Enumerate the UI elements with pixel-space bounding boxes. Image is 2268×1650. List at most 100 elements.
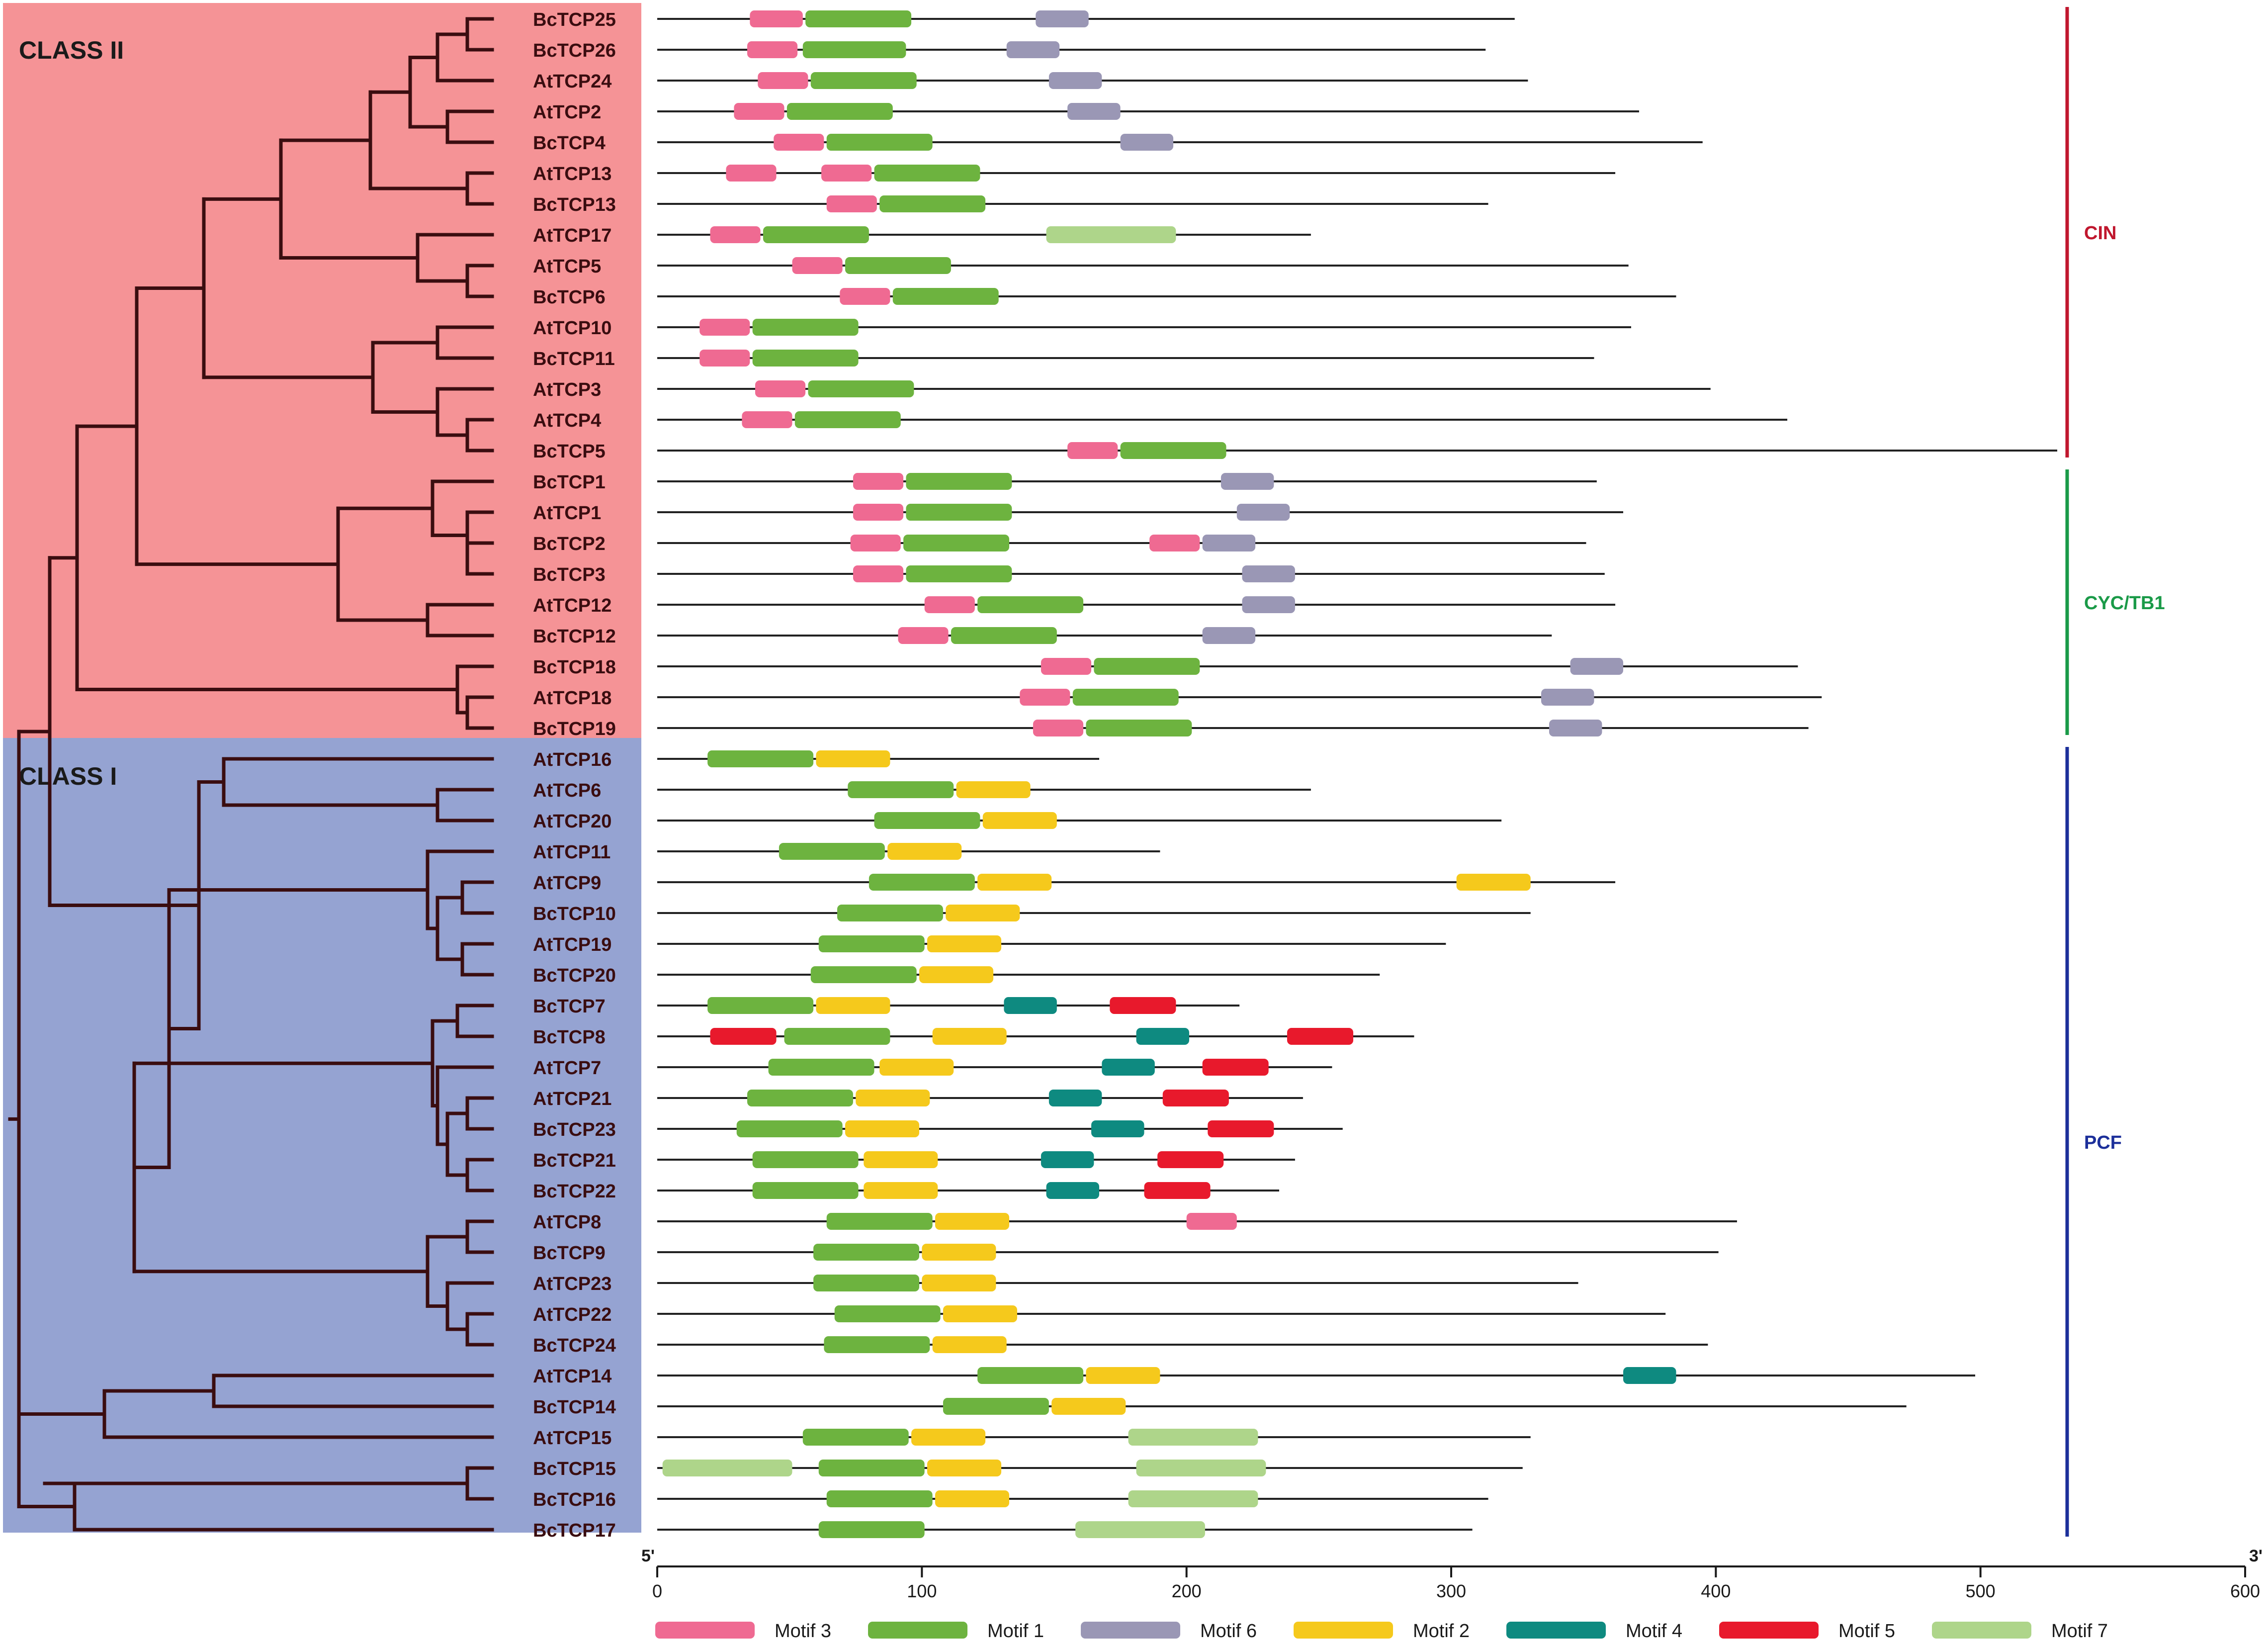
motif-box-m2 (935, 1213, 1010, 1230)
motif-box-m1 (903, 535, 1010, 551)
motif-box-m1 (802, 41, 906, 58)
gene-label: AtTCP22 (533, 1304, 611, 1325)
gene-label: BcTCP18 (533, 657, 616, 678)
motif-box-m1 (736, 1120, 843, 1137)
gene-label: AtTCP3 (533, 379, 601, 400)
motif-box-m1 (977, 596, 1084, 613)
motif-box-m5 (1144, 1182, 1211, 1199)
gene-label: BcTCP5 (533, 441, 606, 462)
motif-box-m1 (1120, 442, 1226, 459)
gene-label: AtTCP12 (533, 595, 611, 616)
motif-box-m2 (887, 843, 962, 860)
motif-box-m3 (747, 41, 798, 58)
gene-label: BcTCP1 (533, 472, 606, 493)
motif-box-m1 (826, 134, 933, 151)
legend-swatch-m3 (655, 1622, 755, 1639)
motif-box-m2 (1086, 1367, 1160, 1384)
phylogenetic-tree (8, 17, 494, 1532)
motif-box-m2 (856, 1090, 930, 1106)
motif-box-m1 (747, 1090, 853, 1106)
motif-box-m1 (707, 997, 814, 1014)
legend-label: Motif 1 (987, 1621, 1044, 1642)
motif-box-m1 (826, 1213, 933, 1230)
motif-box-m7 (662, 1460, 792, 1476)
motif-box-m6 (1036, 10, 1089, 27)
motif-box-m5 (1208, 1120, 1274, 1137)
motif-box-m3 (726, 165, 777, 182)
gene-label: BcTCP21 (533, 1150, 616, 1171)
motif-box-m6 (1242, 565, 1295, 582)
motif-box-m3 (821, 165, 872, 182)
motif-box-m2 (932, 1028, 1007, 1045)
motif-box-m1 (869, 874, 975, 891)
motif-box-m5 (1162, 1090, 1229, 1106)
motif-box-m1 (752, 319, 859, 336)
motif-box-m7 (1136, 1460, 1266, 1476)
motif-box-m3 (750, 10, 803, 27)
gene-label: BcTCP6 (533, 287, 606, 308)
gene-label: BcTCP3 (533, 564, 606, 585)
motif-box-m3 (853, 504, 904, 521)
legend-label: Motif 6 (1200, 1621, 1257, 1642)
subfamily-label: PCF (2084, 1132, 2122, 1153)
motif-box-m5 (1157, 1151, 1224, 1168)
motif-box-m5 (1110, 997, 1176, 1014)
motif-box-m2 (935, 1490, 1010, 1507)
motif-box-m3 (755, 380, 806, 397)
motif-box-m1 (951, 627, 1057, 644)
motif-box-m1 (752, 1182, 859, 1199)
legend-swatch-m1 (868, 1622, 967, 1639)
motif-box-m4 (1102, 1059, 1155, 1076)
legend-swatch-m7 (1932, 1622, 2031, 1639)
legend-swatch-m2 (1294, 1622, 1393, 1639)
gene-label: AtTCP24 (533, 71, 611, 92)
motif-box-m2 (1051, 1398, 1126, 1415)
motif-box-m3 (1033, 720, 1084, 736)
motif-box-m5 (1202, 1059, 1269, 1076)
motif-box-m1 (824, 1336, 930, 1353)
motif-box-m2 (919, 966, 994, 983)
gene-label: AtTCP5 (533, 256, 601, 277)
legend-swatch-m6 (1081, 1622, 1180, 1639)
motif-box-m1 (752, 350, 859, 367)
motif-box-m1 (786, 103, 893, 120)
motif-box-m3 (774, 134, 824, 151)
motif-box-m2 (816, 750, 890, 767)
motif-box-m3 (853, 473, 904, 490)
motif-box-m3 (742, 411, 792, 428)
motif-box-m5 (1287, 1028, 1354, 1045)
motif-box-m1 (1094, 658, 1200, 675)
motif-box-m1 (768, 1059, 874, 1076)
motif-box-m6 (1202, 627, 1256, 644)
motif-box-m6 (1236, 504, 1290, 521)
motif-box-m4 (1046, 1182, 1099, 1199)
axis-tick-label: 300 (1436, 1581, 1466, 1601)
motif-box-m1 (1086, 720, 1192, 736)
motif-box-m6 (1202, 535, 1256, 551)
length-axis: 5' 3' 0 100 200 300 400 500 600 (641, 1547, 2263, 1601)
motif-box-m3 (1067, 442, 1118, 459)
class-i-background (3, 738, 641, 1533)
motif-box-m2 (956, 781, 1031, 798)
motif-box-m2 (932, 1336, 1007, 1353)
motif-box-m3 (853, 565, 904, 582)
motif-box-m2 (977, 874, 1052, 891)
motif-box-m3 (850, 535, 901, 551)
motif-box-m1 (892, 288, 999, 305)
motif-box-m3 (826, 195, 877, 212)
gene-label: AtTCP8 (533, 1212, 601, 1233)
motif-box-m2 (946, 905, 1020, 921)
motif-box-m2 (1456, 874, 1531, 891)
motif-box-m1 (802, 1429, 909, 1446)
motif-box-m1 (818, 1460, 925, 1476)
gene-label: BcTCP25 (533, 9, 616, 30)
motif-box-m6 (1067, 103, 1121, 120)
gene-label: BcTCP7 (533, 996, 606, 1017)
motif-box-m1 (707, 750, 814, 767)
motif-legend: Motif 3 Motif 1 Motif 6 Motif 2 Motif 4 Motif… (655, 1621, 2108, 1642)
motif-box-m4 (1623, 1367, 1676, 1384)
class-ii-background (3, 3, 641, 738)
axis-start-label: 5' (641, 1547, 655, 1565)
motif-box-m1 (818, 1521, 925, 1538)
